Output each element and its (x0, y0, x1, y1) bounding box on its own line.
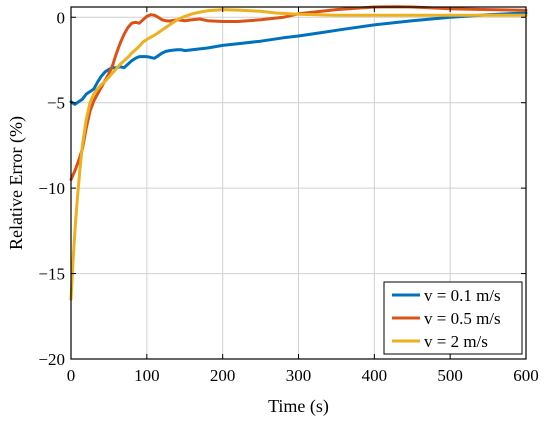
series-lines (69, 5, 528, 301)
x-tick-label: 400 (362, 366, 388, 385)
series-line-1 (69, 11, 528, 106)
legend-label-series-2: v = 0.5 m/s (424, 309, 501, 328)
y-tick-label: −20 (38, 350, 65, 369)
series-line-3 (69, 8, 528, 301)
x-tick-label: 600 (513, 366, 539, 385)
x-tick-label: 100 (134, 366, 160, 385)
axis-ticks (70, 7, 527, 360)
x-axis-title: Time (s) (268, 396, 329, 417)
tick-labels: 0 100 200 300 400 500 600 −20 −15 −10 −5 0 (38, 8, 538, 385)
y-axis-title: Relative Error (%) (6, 116, 27, 250)
legend-label-series-3: v = 2 m/s (424, 332, 488, 351)
y-tick-label: 0 (57, 8, 66, 27)
y-tick-label: −15 (38, 265, 65, 284)
x-tick-label: 200 (210, 366, 236, 385)
legend-label-series-1: v = 0.1 m/s (424, 286, 501, 305)
y-tick-label: −5 (47, 94, 65, 113)
x-tick-label: 300 (286, 366, 312, 385)
x-tick-label: 500 (437, 366, 463, 385)
x-tick-label: 0 (67, 366, 76, 385)
y-tick-label: −10 (38, 179, 65, 198)
legend: v = 0.1 m/s v = 0.5 m/s v = 2 m/s (383, 281, 523, 355)
